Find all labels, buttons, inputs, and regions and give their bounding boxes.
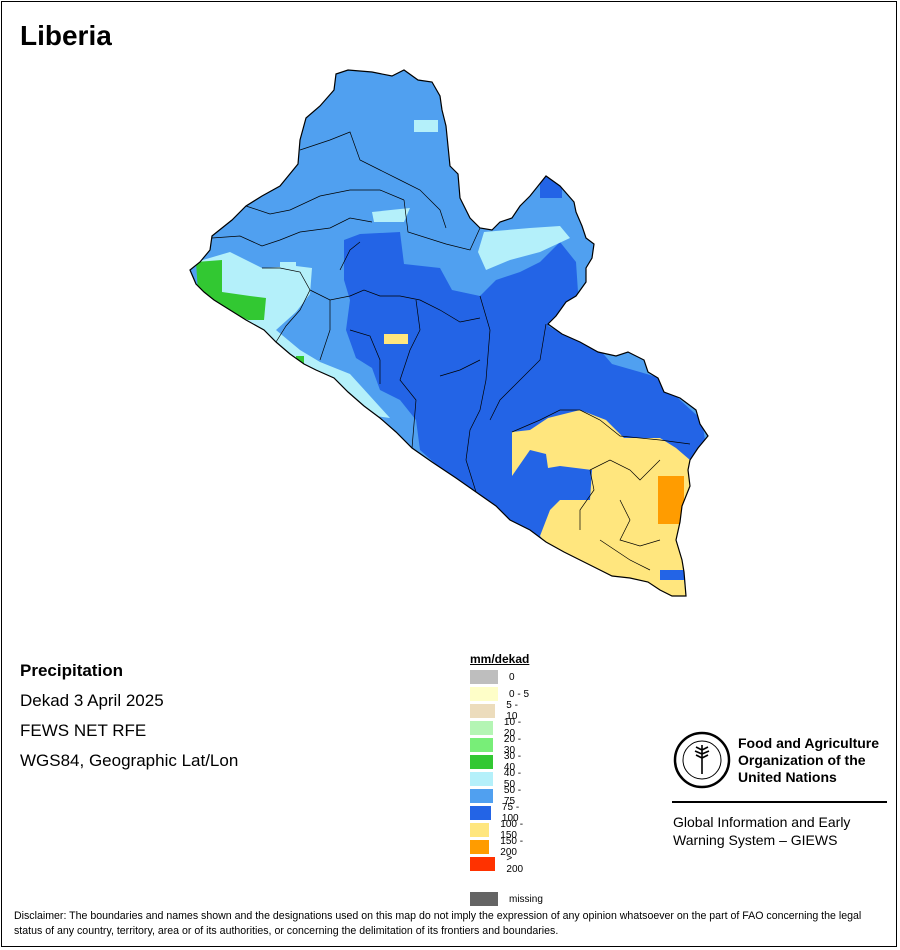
organization-name-line: Organization of the (738, 752, 866, 768)
rainfall-surface (190, 70, 708, 596)
legend-label: 0 (509, 671, 515, 683)
legend-item: 150 - 200 (470, 836, 529, 858)
rainfall-zone-100-150-central (384, 334, 408, 344)
fao-logo (673, 731, 731, 789)
disclaimer: Disclaimer: The boundaries and names sho… (14, 910, 862, 937)
program-name: Global Information and Early Warning Sys… (673, 813, 888, 849)
rainfall-zone-40-50-northwest (280, 262, 296, 282)
legend-label: 5 - 10 (506, 700, 518, 722)
legend-label: 10 - 20 (503, 717, 522, 739)
legend-item: 30 - 40 (470, 751, 529, 773)
legend-item: 20 - 30 (470, 734, 529, 756)
legend-swatch (470, 670, 498, 684)
divider (672, 801, 887, 803)
rainfall-zone-75-100-south (660, 570, 684, 580)
organization-name-line: United Nations (738, 769, 837, 785)
rainfall-zone-150-200 (658, 476, 684, 524)
rainfall-zone-40-50-north (414, 120, 438, 132)
legend-swatch (470, 806, 491, 820)
legend-item: > 200 (470, 853, 529, 875)
legend-item: 10 - 20 (470, 717, 529, 739)
legend-label: > 200 (506, 853, 524, 875)
rainfall-zone-30-40-coast (296, 356, 304, 364)
legend-item: 50 - 75 (470, 785, 529, 807)
program-name-line: Global Information and Early (673, 814, 851, 830)
legend-swatch (470, 772, 493, 786)
map-title: Liberia (20, 20, 112, 51)
legend-swatch (470, 857, 496, 871)
rainfall-zone-40-50-west (196, 252, 390, 418)
legend-swatch (470, 840, 490, 854)
legend-swatch (470, 823, 490, 837)
legend-title: mm/dekad (470, 652, 530, 666)
legend-item: 100 - 150 (470, 819, 529, 841)
rainfall-zone-30-40 (196, 260, 266, 320)
projection-label: WGS84, Geographic Lat/Lon (20, 751, 239, 770)
legend-item: 0 (470, 670, 515, 684)
legend-swatch (470, 738, 493, 752)
period-label: Dekad 3 April 2025 (20, 691, 164, 710)
legend-label: 100 - 150 (500, 819, 524, 841)
legend-item-missing: missing (470, 892, 543, 906)
legend-label: missing (509, 893, 543, 905)
legend-swatch (470, 789, 493, 803)
organization-name: Food and Agriculture Organization of the… (738, 735, 888, 786)
legend-swatch (470, 755, 493, 769)
map-info: Precipitation Dekad 3 April 2025 FEWS NE… (20, 656, 238, 776)
legend-item: 40 - 50 (470, 768, 529, 790)
legend-label: 75 - 100 (501, 802, 520, 824)
legend-label: 50 - 75 (503, 785, 522, 807)
precipitation-map (189, 69, 709, 597)
legend-swatch (470, 721, 493, 735)
legend-label: 0 - 5 (509, 688, 530, 700)
legend-label: 150 - 200 (500, 836, 524, 858)
legend-swatch (470, 892, 498, 906)
legend-item: 0 - 5 (470, 687, 529, 701)
country-border (189, 69, 709, 597)
admin-boundaries (211, 131, 691, 571)
legend-swatch (470, 687, 498, 701)
legend-item: 75 - 100 (470, 802, 529, 824)
source-label: FEWS NET RFE (20, 721, 147, 740)
organization-name-line: Food and Agriculture (738, 735, 880, 751)
program-name-line: Warning System – GIEWS (673, 832, 838, 848)
rainfall-zone-40-50-northeast (478, 226, 570, 270)
legend-label: 30 - 40 (503, 751, 522, 773)
variable-label: Precipitation (20, 661, 123, 680)
legend-label: 20 - 30 (503, 734, 522, 756)
rainfall-zone-40-50-central (372, 208, 410, 222)
legend-item: 5 - 10 (470, 700, 529, 722)
legend-label: 40 - 50 (503, 768, 522, 790)
legend-swatch (470, 704, 496, 718)
